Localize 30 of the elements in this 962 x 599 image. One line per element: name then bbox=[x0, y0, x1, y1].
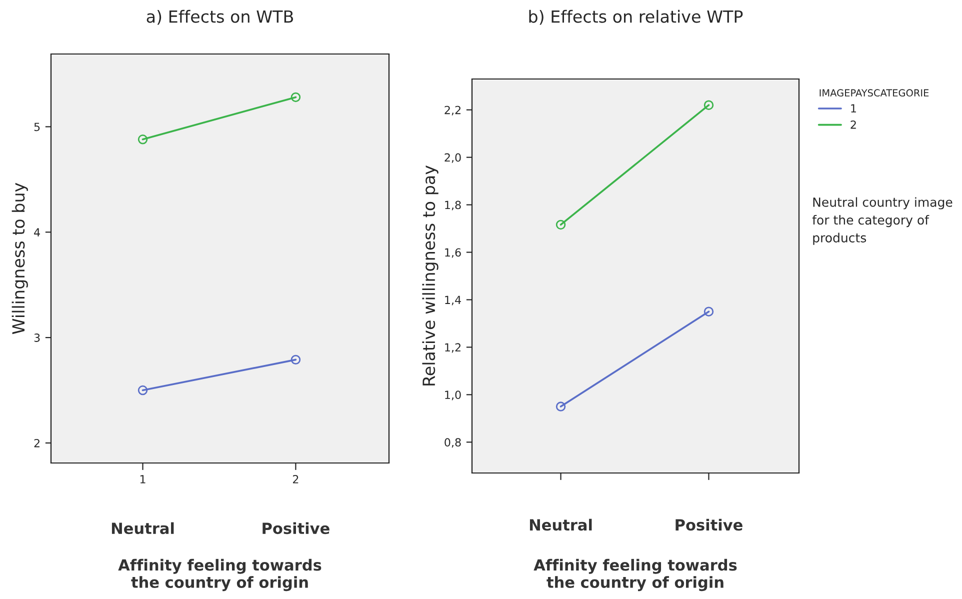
point bbox=[290, 92, 301, 102]
legend-title: IMAGEPAYSCATEGORIE bbox=[820, 89, 929, 97]
y-tick-label: 1,2 bbox=[445, 343, 460, 353]
legend-label: 1 bbox=[851, 104, 856, 112]
point bbox=[556, 220, 566, 230]
y-tick-label: 2,2 bbox=[444, 106, 460, 116]
y-axis-title: Relative willingness to pay bbox=[422, 166, 438, 386]
y-tick-label: 5 bbox=[34, 122, 40, 132]
y-tick-label: 1,0 bbox=[445, 390, 461, 400]
y-tick-label: 2,0 bbox=[444, 153, 461, 163]
y-tick-label: 3 bbox=[34, 334, 40, 342]
point bbox=[290, 354, 301, 365]
point bbox=[704, 100, 714, 110]
y-tick-label: 4 bbox=[34, 228, 40, 236]
y-tick-label: 2 bbox=[34, 438, 40, 448]
y-axis-title: Willingness to buy bbox=[12, 182, 28, 334]
chart-title: a) Effects on WTB bbox=[146, 10, 294, 25]
point bbox=[556, 402, 566, 412]
y-tick-label: 0,8 bbox=[444, 438, 461, 448]
point bbox=[138, 385, 148, 396]
y-tick-label: 1,4 bbox=[445, 296, 461, 306]
point bbox=[704, 306, 714, 316]
point bbox=[138, 134, 148, 144]
y-tick-label: 1,6 bbox=[445, 248, 461, 258]
x-axis-title: Affinity feeling towards the country of origin bbox=[534, 558, 737, 592]
y-tick-label: 1,8 bbox=[445, 200, 461, 210]
chart-title: b) Effects on relative WTP bbox=[529, 10, 743, 25]
x-axis-title: Affinity feeling towards the country of origin bbox=[118, 558, 322, 592]
legend-label: 2 bbox=[850, 120, 856, 129]
text: Neutral country image for the category of products bbox=[812, 197, 952, 245]
